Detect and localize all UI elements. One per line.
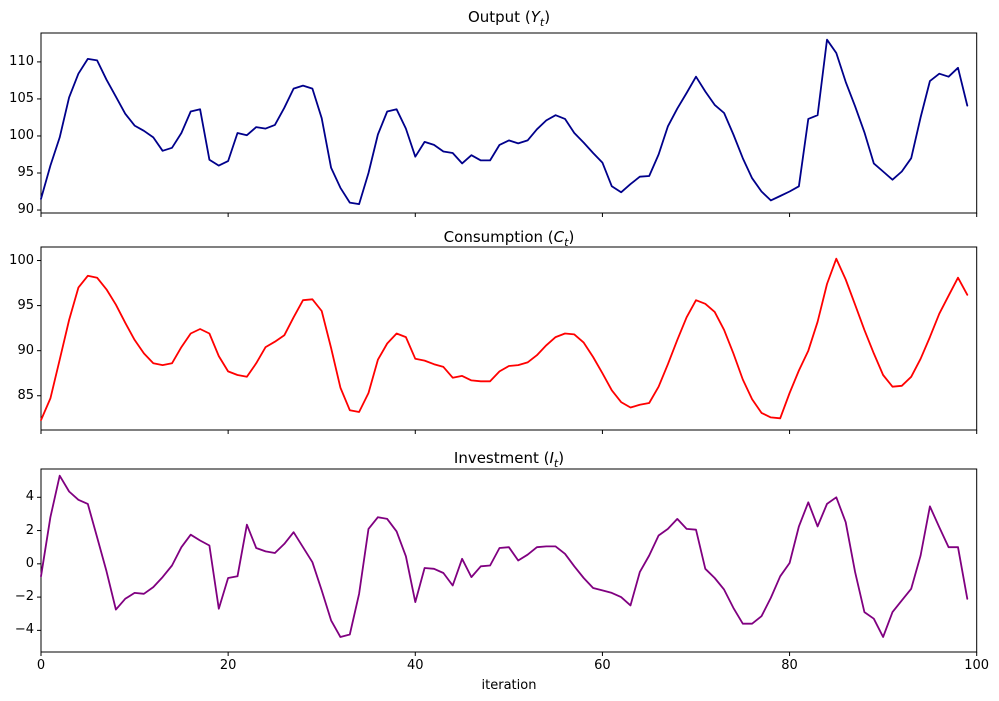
title-close-paren: ) [568, 228, 575, 246]
y-tick-label: 110 [9, 53, 34, 69]
output-series-line [40, 38, 969, 205]
x-tick-label: 20 [219, 658, 237, 673]
investment-series-line [40, 474, 969, 638]
x-axis-title: iteration [481, 678, 537, 693]
y-tick-label: 2 [25, 522, 34, 538]
title-open-paren: ( [538, 449, 550, 467]
consumption-plot-title: Consumption (Ct) [41, 227, 977, 249]
x-tick-label: 80 [781, 658, 798, 673]
title-variable: C [553, 228, 565, 246]
title-open-paren: ( [520, 8, 531, 26]
x-tick-label: 100 [964, 658, 990, 673]
title-close-paren: ) [544, 8, 551, 26]
y-tick-label: 0 [25, 555, 34, 571]
title-close-paren: ) [558, 449, 565, 467]
y-tick-label: 90 [17, 202, 34, 218]
y-tick-label: 100 [9, 252, 34, 268]
y-tick-label: −4 [14, 622, 34, 638]
title-variable: Y [530, 8, 540, 26]
y-tick-label: 95 [17, 297, 34, 313]
y-tick-label: 105 [9, 90, 34, 106]
investment-plot-title: Investment (It) [41, 448, 977, 470]
investment-plot-border [40, 468, 978, 653]
title-subscript: t [539, 16, 545, 29]
title-subscript: t [564, 236, 569, 249]
x-tick-label: 40 [406, 658, 424, 673]
y-tick-label: 95 [17, 165, 34, 180]
x-tick-label: 0 [36, 658, 46, 673]
consumption-series-line [40, 257, 969, 421]
title-subscript: t [553, 457, 559, 470]
y-tick-label: 90 [17, 342, 34, 358]
title-open-paren: ( [543, 228, 554, 246]
y-tick-label: −2 [14, 589, 34, 605]
output-plot-title: Output (Yt) [41, 7, 977, 29]
title-text: Output [467, 8, 521, 26]
y-tick-label: 85 [17, 387, 34, 403]
y-tick-label: 4 [25, 489, 34, 505]
y-tick-label: 100 [9, 127, 34, 143]
title-text: Investment [453, 449, 539, 467]
output-plot-border [40, 32, 978, 214]
x-tick-label: 60 [594, 658, 611, 673]
title-text: Consumption [443, 228, 544, 246]
consumption-plot-border [40, 246, 978, 431]
title-variable: I [549, 449, 554, 467]
